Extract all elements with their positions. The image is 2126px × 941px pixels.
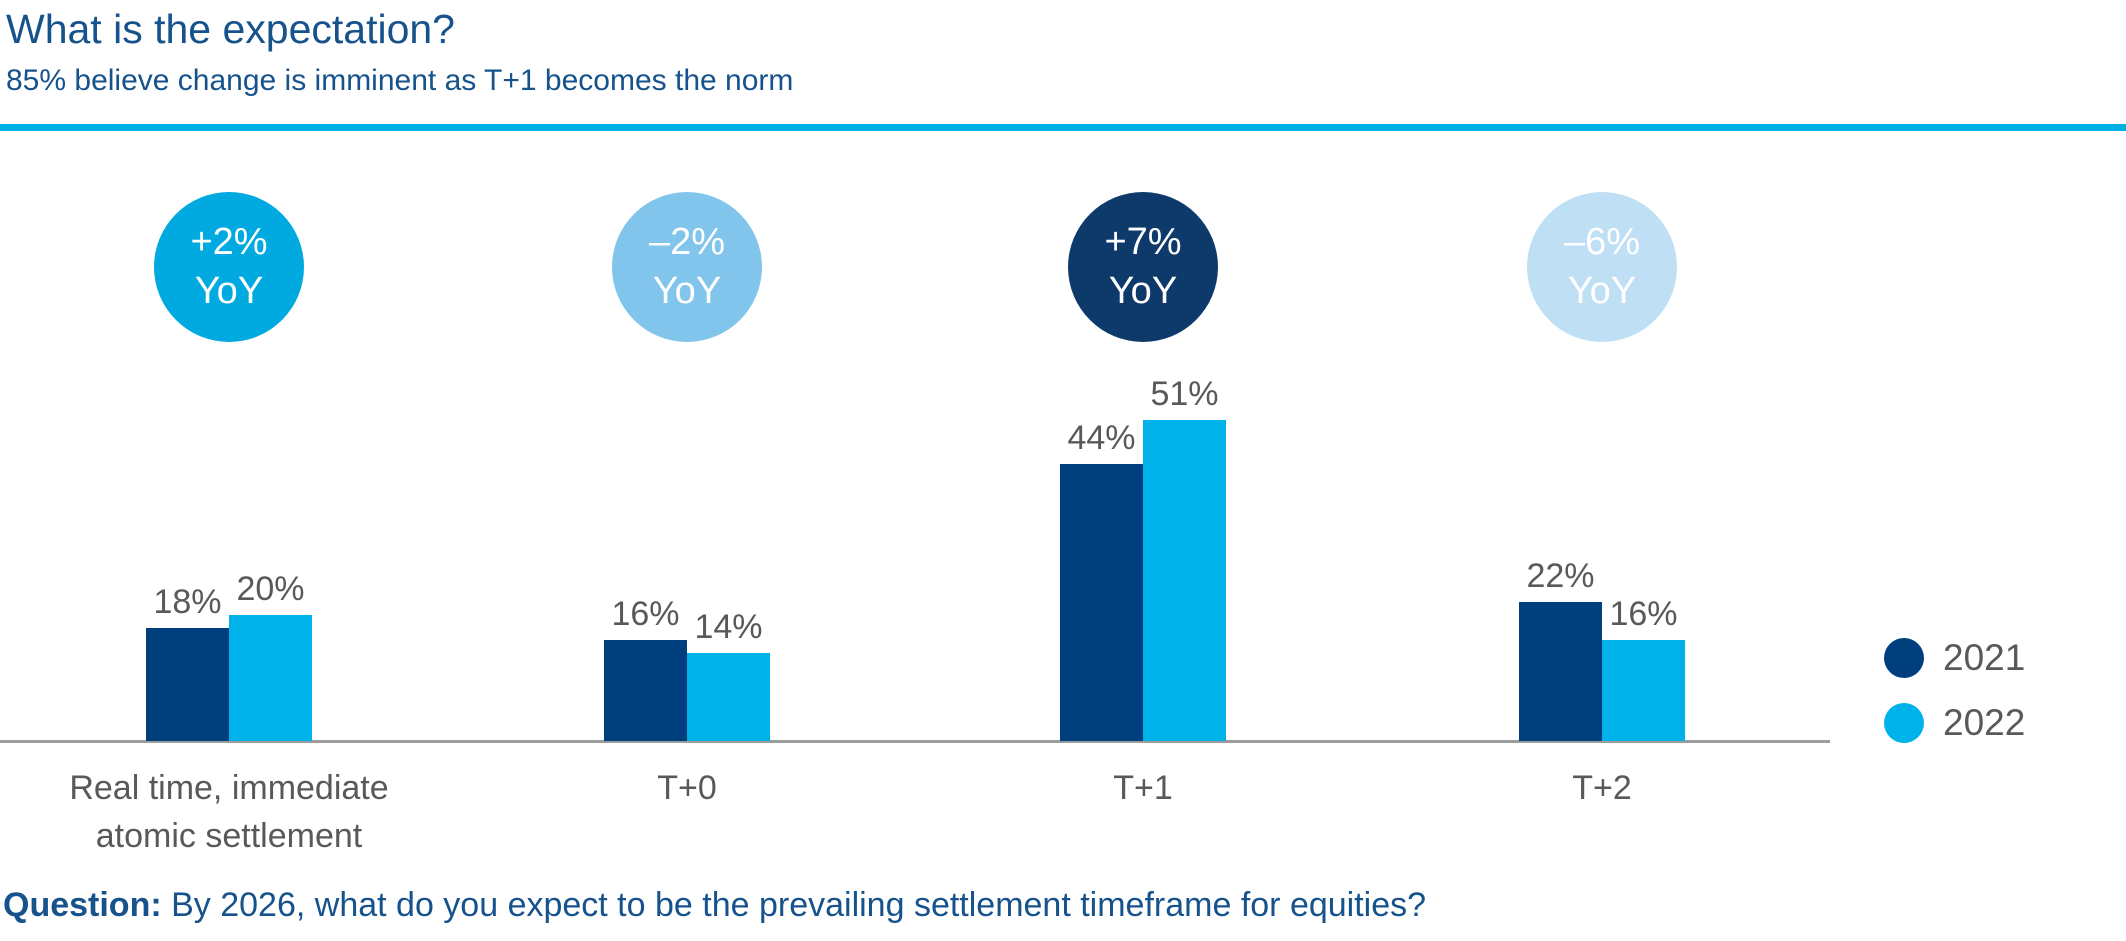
yoy-badge-caption: YoY bbox=[1108, 270, 1178, 312]
legend-label: 2021 bbox=[1943, 636, 2026, 678]
bar-2022 bbox=[229, 615, 312, 741]
legend-swatch-2021 bbox=[1884, 637, 1924, 678]
value-label: 22% bbox=[1526, 557, 1595, 595]
yoy-badge-value: +7% bbox=[1104, 221, 1182, 263]
yoy-badge-value: +2% bbox=[190, 221, 268, 263]
bar-2022 bbox=[1602, 640, 1685, 741]
yoy-badge-value: –2% bbox=[648, 221, 726, 263]
value-label: 51% bbox=[1150, 375, 1219, 413]
value-label: 14% bbox=[694, 608, 763, 646]
category-label: T+0 bbox=[477, 764, 897, 812]
bar-2021 bbox=[1519, 602, 1602, 741]
yoy-badge-caption: YoY bbox=[1567, 270, 1637, 312]
value-label: 44% bbox=[1067, 419, 1136, 457]
question-prefix: Question: bbox=[3, 886, 162, 924]
category-label: Real time, immediate atomic settlement bbox=[19, 764, 439, 860]
accent-rule bbox=[0, 124, 2126, 131]
yoy-badge: +7% YoY bbox=[1068, 192, 1218, 342]
yoy-badge: –2% YoY bbox=[612, 192, 762, 342]
yoy-badge: +2% YoY bbox=[154, 192, 304, 342]
category-label-line: T+1 bbox=[1113, 769, 1173, 807]
bar-2022 bbox=[1143, 420, 1226, 741]
page-subtitle: 85% believe change is imminent as T+1 be… bbox=[6, 64, 794, 97]
yoy-badge-caption: YoY bbox=[652, 270, 722, 312]
bar-2022 bbox=[687, 653, 770, 741]
category-label-line: T+0 bbox=[657, 769, 717, 807]
category-label: T+1 bbox=[933, 764, 1353, 812]
question-body: By 2026, what do you expect to be the pr… bbox=[161, 886, 1427, 924]
category-label-line: Real time, immediate bbox=[69, 769, 389, 807]
bar-2021 bbox=[1060, 464, 1143, 741]
value-label: 16% bbox=[1609, 595, 1678, 633]
yoy-badge: –6% YoY bbox=[1527, 192, 1677, 342]
axis-line bbox=[0, 740, 1830, 743]
question-text: Question: By 2026, what do you expect to… bbox=[3, 886, 1426, 925]
legend-swatch-2022 bbox=[1884, 702, 1924, 743]
category-label: T+2 bbox=[1392, 764, 1812, 812]
legend-item: 2022 bbox=[1884, 702, 2025, 743]
legend: 2021 2022 bbox=[1884, 637, 2025, 743]
bar-2021 bbox=[604, 640, 687, 741]
category-label-line: T+2 bbox=[1572, 769, 1632, 807]
value-label: 18% bbox=[153, 583, 222, 621]
bar-2021 bbox=[146, 628, 229, 741]
legend-item: 2021 bbox=[1884, 637, 2025, 678]
yoy-badge-value: –6% bbox=[1563, 221, 1641, 263]
category-label-line: atomic settlement bbox=[95, 817, 363, 855]
yoy-badge-caption: YoY bbox=[194, 270, 264, 312]
value-label: 20% bbox=[236, 570, 305, 608]
page-title: What is the expectation? bbox=[6, 6, 455, 52]
value-label: 16% bbox=[611, 595, 680, 633]
legend-label: 2022 bbox=[1943, 701, 2026, 743]
